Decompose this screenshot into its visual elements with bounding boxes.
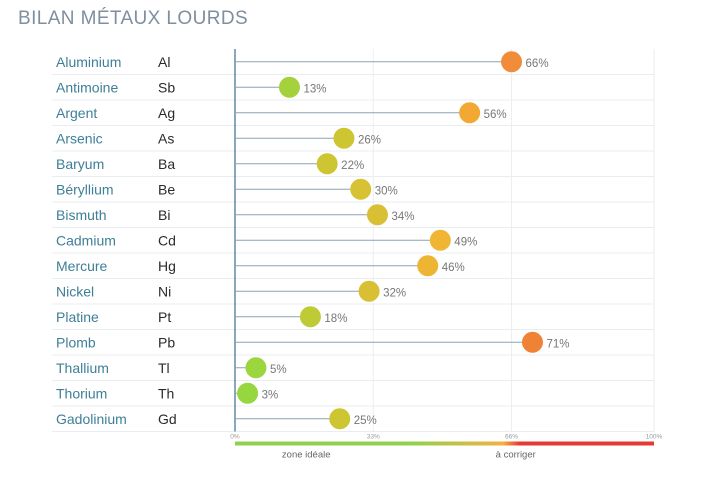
row-symbol: Ba bbox=[158, 156, 175, 172]
row-label: Antimoine bbox=[56, 79, 118, 95]
row-label: Aluminium bbox=[56, 54, 121, 70]
lollipop-dot bbox=[521, 331, 543, 353]
value-label: 13% bbox=[303, 83, 326, 95]
row-label: Béryllium bbox=[56, 181, 114, 197]
value-label: 18% bbox=[324, 313, 347, 325]
row-symbol: Bi bbox=[158, 207, 170, 223]
row-symbol: Be bbox=[158, 181, 175, 197]
lollipop-dot bbox=[329, 408, 351, 430]
lollipop-dot bbox=[316, 153, 338, 175]
x-ticks: 0% 33% 66% 100% bbox=[230, 434, 662, 441]
row-symbol: Hg bbox=[158, 258, 176, 274]
row-label: Thallium bbox=[56, 360, 109, 376]
value-label: 3% bbox=[262, 389, 279, 401]
value-label: 71% bbox=[546, 338, 569, 350]
row-label: Nickel bbox=[56, 283, 94, 299]
value-label: 32% bbox=[383, 287, 406, 299]
row-label: Plomb bbox=[56, 334, 96, 350]
row-symbol: Pt bbox=[158, 309, 171, 325]
value-label: 49% bbox=[454, 236, 477, 248]
x-tick-label: 33% bbox=[367, 434, 380, 441]
row-label: Thorium bbox=[56, 385, 107, 401]
lollipop-dot bbox=[366, 204, 388, 226]
row-label: Platine bbox=[56, 309, 99, 325]
value-label: 46% bbox=[442, 262, 465, 274]
row-symbol: Ni bbox=[158, 283, 171, 299]
row-label: Mercure bbox=[56, 258, 108, 274]
value-label: 56% bbox=[484, 109, 507, 121]
color-scale-bar bbox=[235, 441, 654, 446]
lollipop-dot bbox=[333, 127, 355, 149]
lollipop-dot bbox=[245, 357, 267, 379]
lollipop-dot bbox=[417, 255, 439, 277]
value-label: 26% bbox=[358, 134, 381, 146]
x-tick-label: 0% bbox=[230, 434, 240, 441]
lollipop-dot bbox=[358, 280, 380, 302]
value-label: 22% bbox=[341, 160, 364, 172]
lollipop-dot bbox=[459, 102, 481, 124]
chart-title: BILAN MÉTAUX LOURDS bbox=[18, 8, 249, 29]
row-symbol: Gd bbox=[158, 411, 177, 427]
value-label: 66% bbox=[526, 58, 549, 70]
lollipop-dot bbox=[278, 76, 300, 98]
row-symbol: Sb bbox=[158, 79, 175, 95]
row-label: Baryum bbox=[56, 156, 104, 172]
x-tick-label: 100% bbox=[646, 434, 663, 441]
row-symbol: Pb bbox=[158, 334, 175, 350]
rows: Aluminium Al Antimoine Sb Argent Ag Arsenic As B… bbox=[52, 54, 654, 432]
value-label: 30% bbox=[375, 185, 398, 197]
legend-correct-label: à corriger bbox=[496, 450, 536, 461]
value-label: 34% bbox=[391, 211, 414, 223]
lollipop-dot bbox=[350, 178, 372, 200]
row-symbol: As bbox=[158, 130, 174, 146]
row-label: Argent bbox=[56, 105, 97, 121]
row-symbol: Cd bbox=[158, 232, 176, 248]
row-symbol: Th bbox=[158, 385, 174, 401]
row-symbol: Tl bbox=[158, 360, 170, 376]
value-label: 25% bbox=[354, 415, 377, 427]
row-symbol: Ag bbox=[158, 105, 175, 121]
lollipop-dot bbox=[429, 229, 451, 251]
lollipop-dot bbox=[237, 382, 259, 404]
row-label: Arsenic bbox=[56, 130, 103, 146]
row-label: Gadolinium bbox=[56, 411, 127, 427]
row-label: Bismuth bbox=[56, 207, 107, 223]
x-tick-label: 66% bbox=[505, 434, 518, 441]
lollipop-dot bbox=[501, 51, 523, 73]
marks: 66% 13% 56% 26% 22% 30% 34% 49% 46% 32% 18% 71% 5% 3%… bbox=[235, 51, 570, 430]
row-label: Cadmium bbox=[56, 232, 116, 248]
row-symbol: Al bbox=[158, 54, 170, 70]
lollipop-dot bbox=[299, 306, 321, 328]
value-label: 5% bbox=[270, 364, 287, 376]
legend-ideal-label: zone idéale bbox=[282, 450, 331, 461]
